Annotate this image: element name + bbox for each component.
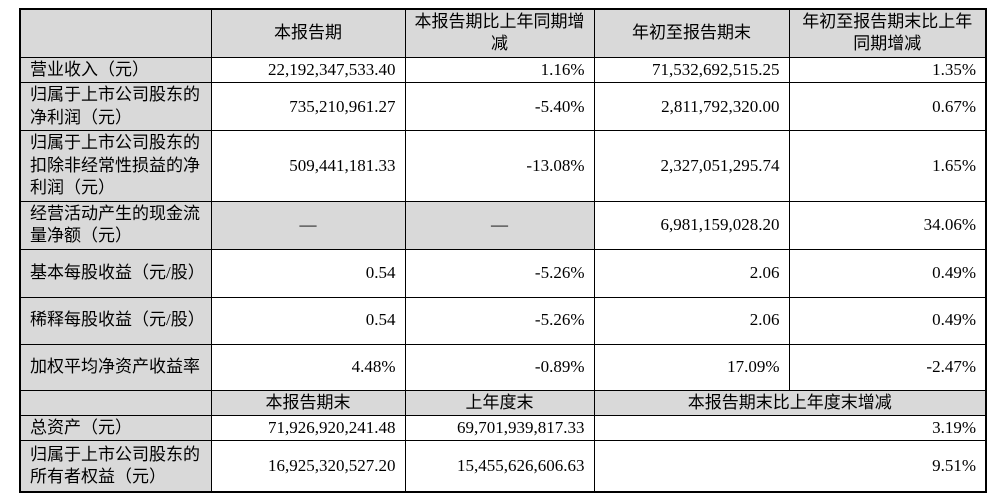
value-cell: 4.48% xyxy=(210,343,406,391)
table-row-net-profit-excl-nonrecurring: 归属于上市公司股东的扣除非经常性损益的净利润（元） 509,441,181.33… xyxy=(19,130,987,202)
empty-dash-cell: — xyxy=(210,200,406,250)
value-cell: 16,925,320,527.20 xyxy=(210,440,406,493)
value-cell: 15,455,626,606.63 xyxy=(404,440,595,493)
table-row-weighted-avg-roe: 加权平均净资产收益率 4.48% -0.89% 17.09% -2.47% xyxy=(19,343,987,391)
column-header-period-end-change: 本报告期末比上年度末增减 xyxy=(593,389,987,416)
value-cell: -5.26% xyxy=(404,296,595,345)
column-header-period-end: 本报告期末 xyxy=(210,389,406,416)
value-cell: 17.09% xyxy=(593,343,790,391)
value-cell: 509,441,181.33 xyxy=(210,130,406,202)
value-cell: 71,532,692,515.25 xyxy=(593,56,790,84)
financial-highlights-table: 本报告期 本报告期比上年同期增减 年初至报告期末 年初至报告期末比上年同期增减 … xyxy=(19,8,987,493)
value-cell: -0.89% xyxy=(404,343,595,391)
row-label: 总资产（元） xyxy=(19,414,212,442)
row-label: 稀释每股收益（元/股） xyxy=(19,296,212,345)
value-cell: -5.26% xyxy=(404,248,595,298)
table-row-shareholders-equity: 归属于上市公司股东的所有者权益（元） 16,925,320,527.20 15,… xyxy=(19,440,987,493)
empty-dash-cell: — xyxy=(404,200,595,250)
row-label: 加权平均净资产收益率 xyxy=(19,343,212,391)
row-label: 基本每股收益（元/股） xyxy=(19,248,212,298)
value-cell: -5.40% xyxy=(404,82,595,132)
value-cell: 1.65% xyxy=(788,130,987,202)
value-cell: 71,926,920,241.48 xyxy=(210,414,406,442)
value-cell: 2.06 xyxy=(593,296,790,345)
value-cell: -13.08% xyxy=(404,130,595,202)
row-label: 归属于上市公司股东的净利润（元） xyxy=(19,82,212,132)
column-header-period-yoy-change: 本报告期比上年同期增减 xyxy=(404,8,595,58)
column-header-prior-year-end: 上年度末 xyxy=(404,389,595,416)
value-cell: 0.54 xyxy=(210,248,406,298)
value-cell: 0.49% xyxy=(788,296,987,345)
value-cell: 735,210,961.27 xyxy=(210,82,406,132)
column-header-ytd-yoy-change: 年初至报告期末比上年同期增减 xyxy=(788,8,987,58)
column-header-ytd: 年初至报告期末 xyxy=(593,8,790,58)
value-cell: 0.49% xyxy=(788,248,987,298)
table-row-total-assets: 总资产（元） 71,926,920,241.48 69,701,939,817.… xyxy=(19,414,987,442)
table-row-diluted-eps: 稀释每股收益（元/股） 0.54 -5.26% 2.06 0.49% xyxy=(19,296,987,345)
column-header-current-period: 本报告期 xyxy=(210,8,406,58)
row-label: 营业收入（元） xyxy=(19,56,212,84)
value-cell: -2.47% xyxy=(788,343,987,391)
value-cell: 2.06 xyxy=(593,248,790,298)
header-row-period: 本报告期 本报告期比上年同期增减 年初至报告期末 年初至报告期末比上年同期增减 xyxy=(19,8,987,58)
row-label: 归属于上市公司股东的扣除非经常性损益的净利润（元） xyxy=(19,130,212,202)
row-label: 归属于上市公司股东的所有者权益（元） xyxy=(19,440,212,493)
value-cell: 1.35% xyxy=(788,56,987,84)
column-header-blank xyxy=(19,8,212,58)
value-cell: 2,811,792,320.00 xyxy=(593,82,790,132)
table-row-operating-cash-flow: 经营活动产生的现金流量净额（元） — — 6,981,159,028.20 34… xyxy=(19,200,987,250)
table-row-revenue: 营业收入（元） 22,192,347,533.40 1.16% 71,532,6… xyxy=(19,56,987,84)
value-cell: 9.51% xyxy=(593,440,987,493)
table-row-basic-eps: 基本每股收益（元/股） 0.54 -5.26% 2.06 0.49% xyxy=(19,248,987,298)
value-cell: 2,327,051,295.74 xyxy=(593,130,790,202)
value-cell: 0.67% xyxy=(788,82,987,132)
table-row-net-profit: 归属于上市公司股东的净利润（元） 735,210,961.27 -5.40% 2… xyxy=(19,82,987,132)
value-cell: 22,192,347,533.40 xyxy=(210,56,406,84)
value-cell: 6,981,159,028.20 xyxy=(593,200,790,250)
value-cell: 0.54 xyxy=(210,296,406,345)
header-row-period-end: 本报告期末 上年度末 本报告期末比上年度末增减 xyxy=(19,389,987,416)
value-cell: 3.19% xyxy=(593,414,987,442)
row-label: 经营活动产生的现金流量净额（元） xyxy=(19,200,212,250)
column-header-blank xyxy=(19,389,212,416)
value-cell: 69,701,939,817.33 xyxy=(404,414,595,442)
value-cell: 1.16% xyxy=(404,56,595,84)
value-cell: 34.06% xyxy=(788,200,987,250)
